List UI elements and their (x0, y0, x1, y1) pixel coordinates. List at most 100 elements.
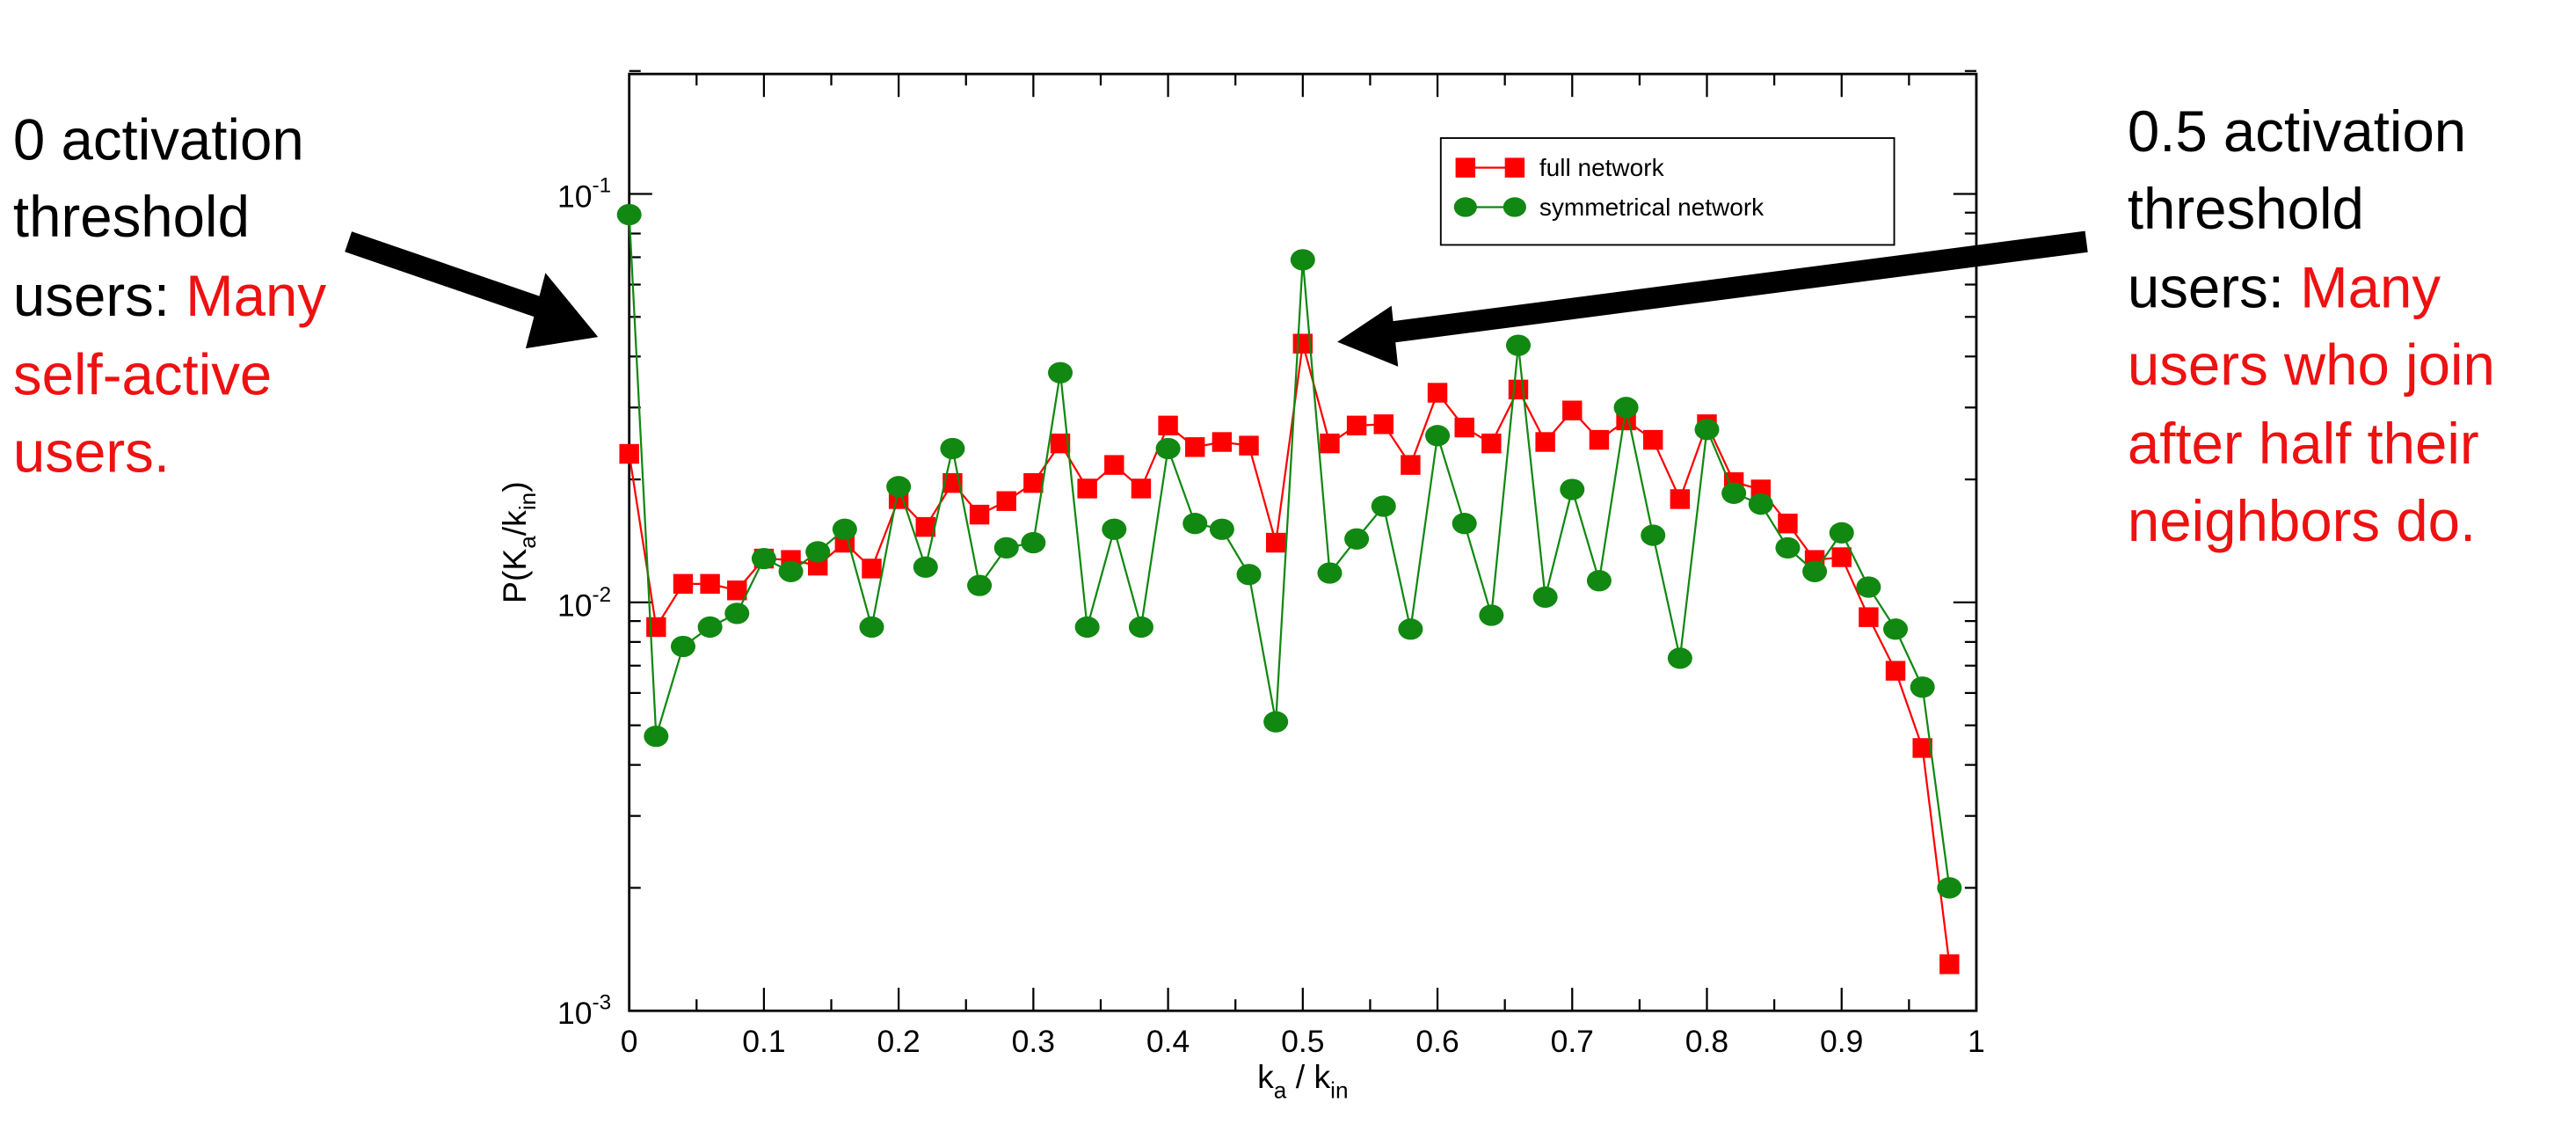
data-point-symmetrical-network (1236, 564, 1262, 586)
data-point-symmetrical-network (1209, 518, 1234, 540)
left-annotation-line: threshold (13, 185, 250, 249)
data-point-full-network (969, 504, 990, 525)
data-point-symmetrical-network (1317, 562, 1343, 584)
data-point-symmetrical-network (644, 725, 669, 748)
y-tick-label: 10-2 (557, 583, 611, 624)
data-point-full-network (1427, 383, 1448, 403)
data-point-full-network (1239, 435, 1259, 456)
data-point-symmetrical-network (1290, 249, 1315, 271)
data-point-full-network (1859, 607, 1879, 627)
x-tick-label: 0.3 (1012, 1024, 1055, 1059)
data-point-full-network (1185, 437, 1205, 457)
left-annotation: 0 activation threshold users: Many self-… (13, 107, 342, 484)
data-point-full-network (1912, 738, 1932, 758)
data-point-full-network (1131, 478, 1152, 499)
series-full-network (619, 333, 1960, 975)
data-point-symmetrical-network (1856, 576, 1881, 598)
data-point-symmetrical-network (1182, 513, 1208, 535)
data-point-symmetrical-network (616, 203, 642, 226)
left-arrow-icon (345, 231, 599, 349)
data-point-full-network (1885, 661, 1906, 681)
data-point-full-network (1589, 429, 1610, 450)
data-point-full-network (1535, 432, 1555, 452)
legend: full network symmetrical network (1439, 137, 1896, 246)
legend-label-symmetrical-network: symmetrical network (1539, 193, 1765, 221)
data-point-full-network (1265, 532, 1286, 553)
data-point-symmetrical-network (1829, 522, 1854, 544)
data-point-symmetrical-network (967, 574, 993, 596)
left-annotation-highlight: self-active (13, 342, 272, 406)
data-point-symmetrical-network (859, 616, 884, 639)
data-point-full-network (1939, 954, 1960, 975)
left-annotation-highlight: Many (186, 264, 326, 328)
data-point-full-network (1212, 432, 1233, 452)
data-point-full-network (996, 491, 1016, 511)
data-point-symmetrical-network (778, 560, 804, 582)
left-annotation-line: users: (13, 264, 186, 328)
data-point-full-network (1373, 414, 1394, 434)
data-point-symmetrical-network (1748, 493, 1773, 515)
data-point-symmetrical-network (832, 518, 857, 540)
y-tick-label: 10-3 (557, 990, 611, 1031)
data-point-symmetrical-network (1883, 618, 1909, 640)
right-annotation-line: 0.5 activation (2128, 99, 2466, 164)
x-tick-label: 0.2 (877, 1024, 920, 1059)
data-point-symmetrical-network (1694, 419, 1720, 441)
data-point-full-network (1158, 415, 1178, 436)
data-point-symmetrical-network (805, 541, 831, 563)
x-tick-label: 0.7 (1551, 1024, 1594, 1059)
x-tick-label: 0 (621, 1024, 638, 1059)
data-point-full-network (1481, 433, 1502, 454)
data-point-symmetrical-network (1021, 531, 1046, 554)
data-point-symmetrical-network (751, 547, 776, 570)
right-annotation-highlight: after half their (2128, 412, 2479, 476)
data-point-full-network (700, 573, 720, 595)
data-point-full-network (1778, 513, 1798, 534)
data-point-symmetrical-network (1074, 616, 1100, 639)
data-point-symmetrical-network (1128, 616, 1153, 639)
data-point-symmetrical-network (724, 602, 750, 624)
y-tick-labels: 10-1 10-2 10-3 (557, 174, 611, 1032)
data-point-symmetrical-network (940, 437, 965, 460)
data-point-symmetrical-network (1425, 425, 1451, 447)
data-point-full-network (673, 573, 694, 595)
x-tick-label: 0.1 (742, 1024, 785, 1059)
data-point-symmetrical-network (1560, 478, 1585, 500)
x-axis-label: ka / kin (1257, 1058, 1348, 1103)
right-annotation: 0.5 activation threshold users: Many use… (2128, 99, 2511, 553)
series-symmetrical-network (616, 203, 1962, 899)
series-line-symmetrical-network (628, 214, 1951, 888)
data-point-full-network (1346, 415, 1367, 436)
right-annotation-line: users: (2128, 255, 2300, 319)
data-point-symmetrical-network (1371, 495, 1396, 517)
right-annotation-highlight: users who join (2128, 332, 2495, 397)
data-point-symmetrical-network (1721, 482, 1747, 504)
data-point-full-network (619, 443, 639, 464)
x-tick-label: 0.6 (1415, 1024, 1459, 1059)
data-point-symmetrical-network (913, 556, 938, 578)
series-line-full-network (628, 343, 1951, 965)
data-point-symmetrical-network (993, 537, 1019, 559)
legend-marker-symmetrical-network (1503, 197, 1526, 217)
data-point-full-network (1642, 429, 1663, 450)
data-point-full-network (915, 516, 935, 537)
legend-label-full-network: full network (1539, 154, 1665, 181)
legend-box (1439, 137, 1896, 246)
data-point-symmetrical-network (1667, 647, 1692, 669)
x-tick-label: 1 (1968, 1024, 1985, 1059)
data-point-full-network (727, 580, 747, 601)
x-tick-label: 0.5 (1281, 1024, 1324, 1059)
data-point-symmetrical-network (1263, 711, 1289, 733)
data-point-symmetrical-network (1613, 397, 1639, 419)
data-point-full-network (862, 559, 882, 579)
data-point-symmetrical-network (1102, 518, 1127, 540)
data-point-full-network (1508, 379, 1529, 400)
data-point-full-network (1454, 417, 1474, 438)
data-point-symmetrical-network (886, 476, 912, 498)
data-point-full-network (1562, 400, 1583, 420)
legend-marker-full-network (1455, 157, 1476, 178)
y-axis-label: P(Ka/kin) (496, 481, 541, 603)
y-tick-label: 10-1 (557, 174, 611, 215)
legend-marker-full-network (1504, 157, 1525, 178)
x-tick-labels: 0 0.1 0.2 0.3 0.4 0.5 0.6 0.7 0.8 0.9 1 (621, 1024, 1985, 1059)
